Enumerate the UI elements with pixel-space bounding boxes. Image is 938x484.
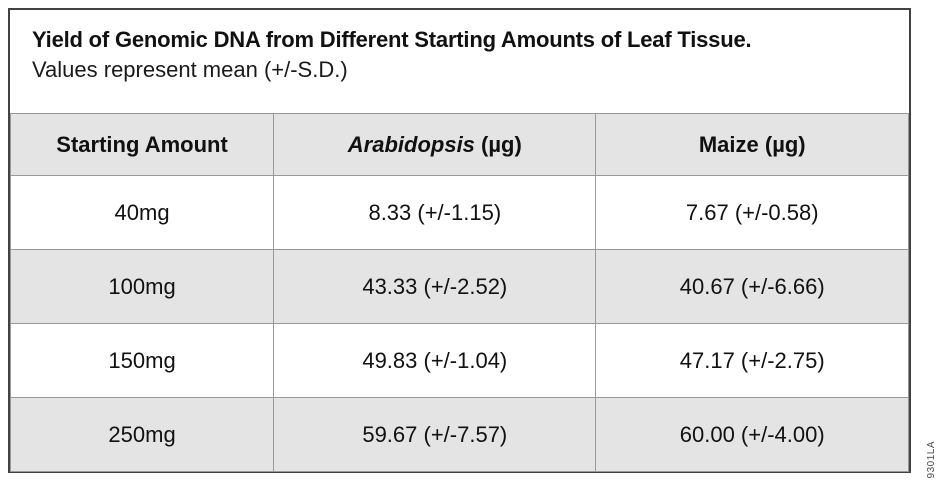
cell-arabidopsis-value: 8.33 (+/-1.15) (273, 175, 597, 250)
figure-title: Yield of Genomic DNA from Different Star… (32, 27, 752, 52)
header-arabidopsis-unit: (µg) (474, 131, 522, 157)
table-row: 100mg 43.33 (+/-2.52) 40.67 (+/-6.66) (9, 249, 909, 324)
cell-starting-amount: 100mg (9, 249, 275, 324)
header-starting-amount: Starting Amount (9, 113, 275, 176)
cell-arabidopsis-value: 59.67 (+/-7.57) (273, 397, 597, 472)
cell-starting-amount: 40mg (9, 175, 275, 250)
cell-arabidopsis-value: 49.83 (+/-1.04) (273, 323, 597, 398)
table-row: 250mg 59.67 (+/-7.57) 60.00 (+/-4.00) (9, 397, 909, 472)
cell-maize-value: 7.67 (+/-0.58) (595, 175, 909, 250)
header-arabidopsis: Arabidopsis (µg) (273, 113, 597, 176)
cell-arabidopsis-value: 43.33 (+/-2.52) (273, 249, 597, 324)
dna-yield-table: Starting Amount Arabidopsis (µg) Maize (… (9, 113, 909, 472)
cell-maize-value: 60.00 (+/-4.00) (595, 397, 909, 472)
table-row: 40mg 8.33 (+/-1.15) 7.67 (+/-0.58) (9, 175, 909, 250)
header-maize: Maize (µg) (595, 113, 909, 176)
figure-id-label: 9301LA (926, 440, 937, 478)
cell-maize-value: 40.67 (+/-6.66) (595, 249, 909, 324)
header-row: Starting Amount Arabidopsis (µg) Maize (… (9, 113, 909, 176)
figure-frame: Yield of Genomic DNA from Different Star… (8, 8, 911, 473)
title-block: Yield of Genomic DNA from Different Star… (10, 10, 909, 113)
table-body: 40mg 8.33 (+/-1.15) 7.67 (+/-0.58) 100mg… (9, 175, 909, 472)
cell-maize-value: 47.17 (+/-2.75) (595, 323, 909, 398)
table-header: Starting Amount Arabidopsis (µg) Maize (… (9, 113, 909, 176)
cell-starting-amount: 250mg (9, 397, 275, 472)
figure-subtitle: Values represent mean (+/-S.D.) (32, 56, 348, 82)
header-arabidopsis-genus: Arabidopsis (347, 131, 475, 157)
table-row: 150mg 49.83 (+/-1.04) 47.17 (+/-2.75) (9, 323, 909, 398)
cell-starting-amount: 150mg (9, 323, 275, 398)
